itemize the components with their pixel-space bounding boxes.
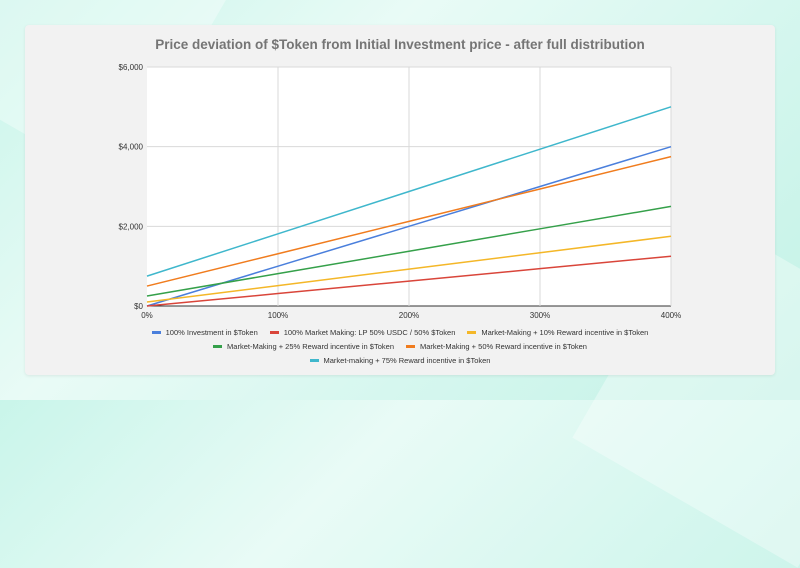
legend-item: 100% Market Making: LP 50% USDC / 50% $T… (269, 328, 456, 337)
line-chart: $0 $2,000 $4,000 $6,000 0% 100% 200% 300% 400% (119, 63, 682, 320)
legend-swatch (406, 345, 415, 348)
series-line-1 (146, 145, 672, 307)
legend-item: Market-Making + 10% Reward incentive in … (467, 328, 648, 337)
series-line-4 (146, 205, 672, 297)
legend-row: Market-making + 75% Reward incentive in … (25, 356, 775, 365)
chart-card: Price deviation of $Token from Initial I… (25, 25, 775, 375)
y-tick-label: $4,000 (119, 143, 144, 152)
legend-label: Market-Making + 50% Reward incentive in … (420, 342, 587, 351)
legend-swatch (467, 331, 477, 334)
x-tick-label: 200% (399, 311, 419, 320)
legend-label: Market-making + 75% Reward incentive in … (323, 356, 491, 365)
legend-label: Market-Making + 10% Reward incentive in … (481, 328, 649, 337)
chart-legend: 100% Investment in $Token 100% Market Mak… (25, 328, 775, 370)
x-tick-label: 400% (661, 311, 681, 320)
legend-swatch (269, 331, 279, 334)
series-line-5 (146, 155, 672, 287)
series-line-3 (146, 235, 672, 303)
y-tick-label: $0 (134, 302, 143, 311)
legend-label: 100% Investment in $Token (165, 328, 258, 337)
x-tick-label: 300% (530, 311, 550, 320)
x-tick-label: 0% (141, 311, 153, 320)
legend-swatch (309, 359, 319, 362)
legend-label: 100% Market Making: LP 50% USDC / 50% $T… (283, 328, 456, 337)
legend-item: Market-making + 75% Reward incentive in … (309, 356, 491, 365)
legend-row: Market-Making + 25% Reward incentive in … (25, 342, 775, 351)
legend-swatch (151, 331, 161, 334)
legend-swatch (213, 345, 223, 348)
legend-item: Market-Making + 25% Reward incentive in … (213, 342, 394, 351)
legend-item: 100% Investment in $Token (151, 328, 258, 337)
series-line-6 (146, 106, 672, 277)
y-tick-label: $2,000 (119, 222, 144, 231)
legend-label: Market-Making + 25% Reward incentive in … (227, 342, 394, 351)
chart-title: Price deviation of $Token from Initial I… (155, 37, 645, 52)
legend-item: Market-Making + 50% Reward incentive in … (406, 342, 587, 351)
x-tick-label: 100% (268, 311, 288, 320)
legend-row: 100% Investment in $Token 100% Market Mak… (25, 328, 775, 337)
series-line-2 (146, 255, 672, 307)
y-tick-label: $6,000 (119, 63, 144, 72)
